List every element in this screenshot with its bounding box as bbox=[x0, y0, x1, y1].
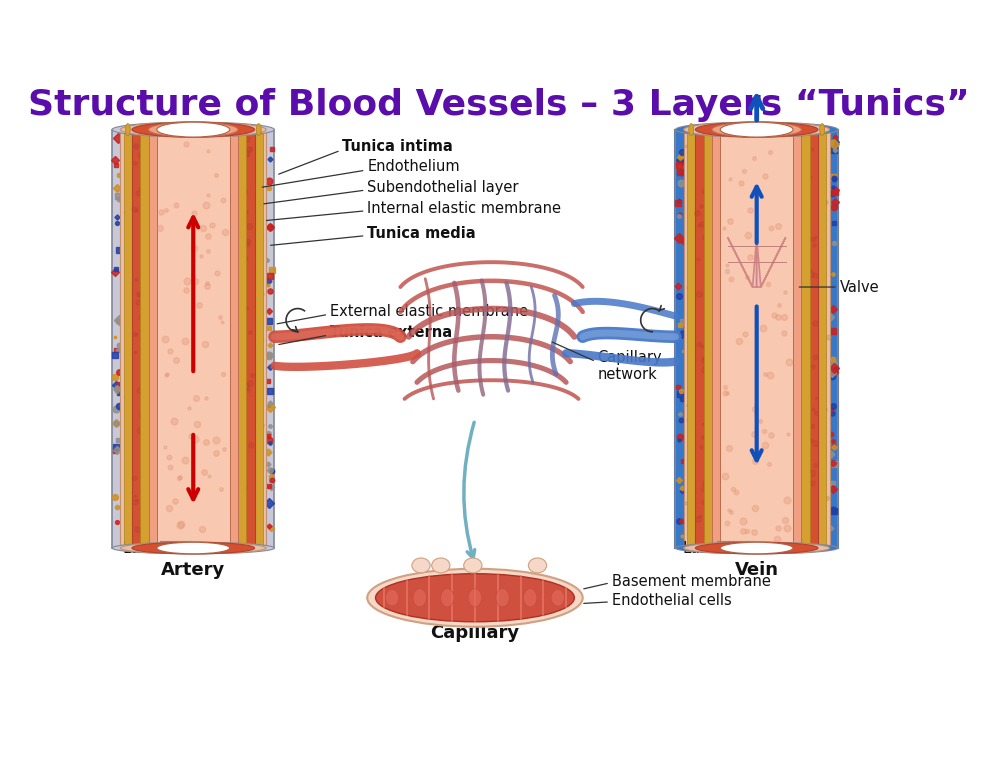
Text: Lumen: Lumen bbox=[123, 540, 175, 556]
Ellipse shape bbox=[441, 589, 454, 607]
Bar bbox=[254, 130, 262, 548]
Text: Subendothelial layer: Subendothelial layer bbox=[367, 180, 519, 195]
Ellipse shape bbox=[157, 122, 230, 137]
Bar bbox=[684, 130, 829, 548]
Ellipse shape bbox=[432, 558, 450, 573]
Bar bbox=[157, 130, 230, 548]
Ellipse shape bbox=[721, 542, 793, 554]
Text: Endothelial cells: Endothelial cells bbox=[612, 593, 732, 608]
Bar bbox=[721, 130, 793, 548]
Ellipse shape bbox=[712, 122, 801, 137]
Bar bbox=[112, 130, 274, 548]
Ellipse shape bbox=[132, 542, 254, 554]
Ellipse shape bbox=[413, 589, 426, 607]
Text: Capillary: Capillary bbox=[430, 625, 520, 642]
Ellipse shape bbox=[696, 542, 818, 554]
Ellipse shape bbox=[684, 122, 829, 137]
Text: Capillary
network: Capillary network bbox=[598, 349, 663, 382]
Bar bbox=[132, 130, 254, 548]
Bar bbox=[712, 130, 801, 548]
Text: Internal elastic membrane: Internal elastic membrane bbox=[367, 201, 561, 216]
Ellipse shape bbox=[367, 568, 583, 627]
Ellipse shape bbox=[112, 122, 274, 137]
Ellipse shape bbox=[464, 558, 482, 573]
Bar bbox=[704, 130, 712, 548]
Polygon shape bbox=[728, 237, 756, 287]
Text: Valve: Valve bbox=[839, 280, 879, 295]
Text: External elastic membrane: External elastic membrane bbox=[330, 305, 528, 319]
Ellipse shape bbox=[126, 124, 131, 136]
Text: Basement membrane: Basement membrane bbox=[612, 574, 770, 589]
Ellipse shape bbox=[375, 574, 575, 622]
Text: Vein: Vein bbox=[735, 562, 778, 579]
Ellipse shape bbox=[112, 542, 274, 554]
Bar bbox=[676, 130, 838, 548]
Ellipse shape bbox=[676, 542, 838, 554]
Text: Endothelium: Endothelium bbox=[367, 159, 460, 174]
Ellipse shape bbox=[819, 124, 824, 136]
Ellipse shape bbox=[721, 122, 793, 137]
Ellipse shape bbox=[412, 558, 430, 573]
Ellipse shape bbox=[696, 122, 818, 137]
Text: Tunica intima: Tunica intima bbox=[342, 139, 453, 154]
Bar bbox=[801, 130, 809, 548]
Text: Lumen: Lumen bbox=[682, 540, 734, 556]
Bar bbox=[121, 130, 266, 548]
Ellipse shape bbox=[385, 590, 399, 606]
Ellipse shape bbox=[676, 122, 838, 137]
Bar bbox=[696, 130, 818, 548]
Polygon shape bbox=[756, 237, 785, 287]
Text: Artery: Artery bbox=[161, 562, 226, 579]
Bar bbox=[676, 130, 838, 548]
Ellipse shape bbox=[256, 124, 261, 136]
Ellipse shape bbox=[524, 589, 537, 607]
Bar bbox=[141, 130, 149, 548]
Text: Tunica externa: Tunica externa bbox=[330, 325, 452, 340]
Ellipse shape bbox=[121, 542, 266, 554]
Ellipse shape bbox=[157, 542, 230, 554]
Ellipse shape bbox=[149, 122, 238, 137]
Bar bbox=[238, 130, 247, 548]
Ellipse shape bbox=[496, 589, 509, 607]
Ellipse shape bbox=[121, 122, 266, 137]
Bar bbox=[687, 130, 696, 548]
Bar bbox=[818, 130, 826, 548]
Bar bbox=[124, 130, 132, 548]
Ellipse shape bbox=[689, 124, 694, 136]
Ellipse shape bbox=[468, 589, 482, 607]
Ellipse shape bbox=[528, 558, 547, 573]
Ellipse shape bbox=[132, 122, 254, 137]
Ellipse shape bbox=[551, 590, 565, 606]
Ellipse shape bbox=[684, 542, 829, 554]
Text: Structure of Blood Vessels – 3 Layers “Tunics”: Structure of Blood Vessels – 3 Layers “T… bbox=[28, 88, 970, 122]
Text: Tunica media: Tunica media bbox=[367, 226, 476, 241]
Bar bbox=[149, 130, 238, 548]
